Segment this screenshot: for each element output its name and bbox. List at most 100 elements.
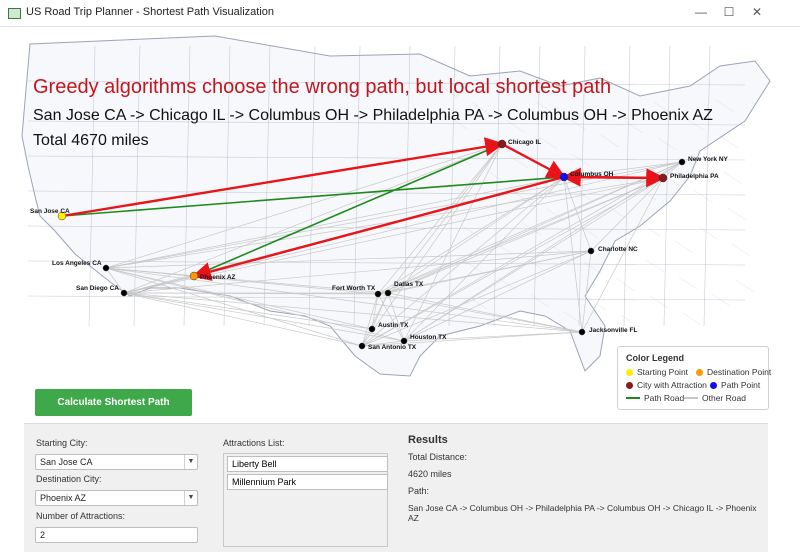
total-distance-value: 4620 miles — [408, 469, 452, 479]
county-line — [731, 243, 751, 257]
other-road — [377, 176, 565, 295]
other-road — [563, 176, 583, 333]
county-line — [439, 85, 459, 99]
other-road — [361, 292, 389, 347]
other-road — [361, 331, 583, 347]
city-label-fort-worth-tx: Fort Worth TX — [332, 285, 376, 292]
state-border-line — [578, 45, 586, 327]
total-distance-label: Total Distance: — [408, 452, 468, 462]
other-road — [105, 267, 125, 294]
attractions-count-input[interactable]: 2 — [35, 527, 198, 543]
greedy-path-arrow — [501, 142, 567, 179]
county-line — [727, 207, 747, 221]
county-line — [690, 154, 710, 168]
county-line — [678, 276, 698, 290]
other-road — [123, 292, 583, 333]
city-marker-columbus-oh — [559, 172, 569, 182]
greedy-path-arrow — [61, 137, 505, 218]
state-border-line — [403, 45, 411, 327]
county-line — [538, 136, 558, 150]
other-road — [123, 292, 373, 330]
other-road — [377, 293, 405, 342]
city-marker-san-jose-ca — [57, 211, 67, 221]
attractions-count-label: Number of Attractions: — [36, 511, 126, 521]
state-border-line — [88, 45, 96, 327]
attraction-input-2[interactable]: Millennium Park — [227, 474, 388, 490]
greedy-path-arrow — [561, 167, 664, 187]
county-line — [534, 100, 554, 114]
city-marker-los-angeles-ca — [102, 264, 110, 272]
legend-item-path-road: Path Road — [626, 393, 684, 403]
other-road — [105, 161, 683, 269]
other-road — [361, 250, 592, 347]
maximize-button[interactable]: ☐ — [723, 5, 735, 19]
other-road — [361, 143, 503, 347]
us-landmass — [21, 35, 771, 377]
other-road — [361, 176, 565, 347]
city-marker-chicago-il — [497, 139, 507, 149]
state-border-line — [263, 45, 271, 327]
state-border-line — [133, 45, 141, 327]
blue-dot-icon — [710, 382, 717, 389]
legend-item-starting: Starting Point — [626, 367, 688, 377]
city-label-san-jose-ca: San Jose CA — [30, 208, 70, 215]
county-line — [505, 119, 525, 133]
close-button[interactable]: ✕ — [751, 5, 763, 19]
county-line — [567, 117, 587, 131]
other-road — [387, 250, 592, 294]
other-road — [123, 292, 363, 347]
other-road — [123, 292, 405, 342]
other-road — [105, 267, 373, 330]
city-label-philadelphia-pa: Philadelphia PA — [670, 173, 719, 180]
calculate-shortest-path-button[interactable]: Calculate Shortest Path — [35, 389, 192, 416]
destination-city-select[interactable]: Phoenix AZ ▼ — [35, 490, 198, 506]
county-line — [563, 311, 583, 325]
county-line — [571, 153, 591, 167]
city-marker-charlotte-nc — [587, 247, 595, 255]
county-line — [620, 314, 640, 328]
other-road — [123, 177, 664, 294]
green-line-icon — [626, 397, 640, 399]
other-road — [590, 177, 664, 252]
other-road — [581, 250, 592, 333]
chevron-down-icon[interactable]: ▼ — [184, 491, 197, 505]
attraction-input-1[interactable]: Liberty Bell — [227, 456, 388, 472]
minimize-button[interactable]: — — [695, 5, 707, 19]
control-panel: Starting City: San Jose CA ▼ Destination… — [24, 423, 768, 552]
city-label-dallas-tx: Dallas TX — [394, 281, 424, 288]
other-road — [387, 177, 664, 294]
county-line — [612, 242, 632, 256]
other-road — [105, 250, 592, 269]
other-road — [377, 161, 683, 295]
starting-city-select[interactable]: San Jose CA ▼ — [35, 454, 198, 470]
gray-line-icon — [684, 397, 698, 399]
red-dot-icon — [626, 382, 633, 389]
county-line — [583, 261, 603, 275]
other-road — [361, 293, 379, 347]
legend-item-destination: Destination Point — [696, 367, 771, 377]
city-marker-houston-tx — [400, 337, 408, 345]
county-line — [674, 240, 694, 254]
other-road — [361, 340, 405, 347]
state-border-line — [27, 260, 746, 266]
county-line — [600, 134, 620, 148]
other-road — [581, 177, 664, 333]
other-road — [123, 161, 683, 294]
chevron-down-icon[interactable]: ▼ — [184, 455, 197, 469]
path-road — [61, 176, 565, 217]
title-bar: US Road Trip Planner - Shortest Path Vis… — [0, 0, 800, 27]
city-markers: San Jose CA Los Angeles CA San Diego CA Pho… — [30, 139, 729, 351]
city-marker-phoenix-az — [189, 271, 199, 281]
other-road — [563, 161, 683, 178]
city-label-phoenix-az: Phoenix AZ — [200, 274, 236, 281]
city-marker-san-antonio-tx — [358, 342, 366, 350]
state-border-line — [533, 45, 541, 327]
other-road — [387, 292, 583, 333]
county-line — [649, 295, 669, 309]
other-road — [403, 331, 583, 342]
city-marker-new-york-ny — [678, 158, 686, 166]
county-line — [526, 258, 546, 272]
county-line — [686, 118, 706, 132]
destination-city-value: Phoenix AZ — [40, 493, 87, 503]
annotation-total: Total 4670 miles — [33, 132, 149, 149]
